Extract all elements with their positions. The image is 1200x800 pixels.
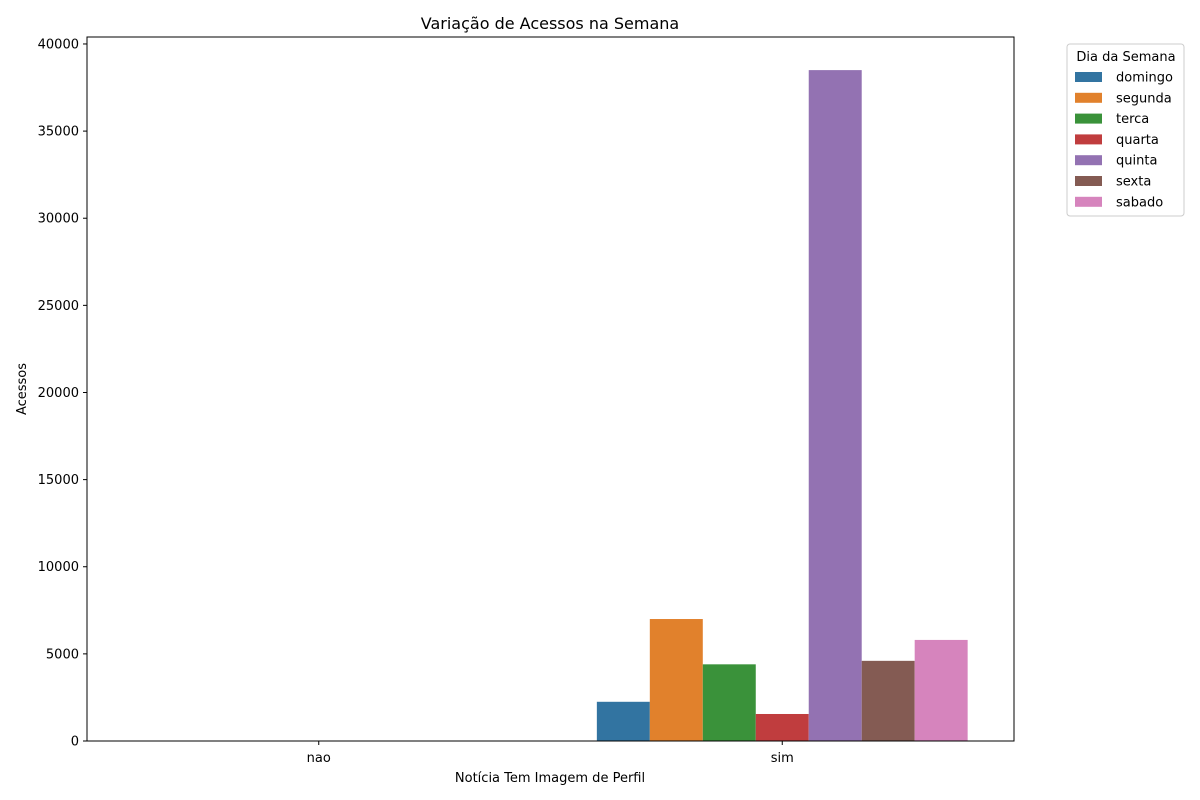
legend-swatch-quarta bbox=[1075, 134, 1102, 145]
legend-swatch-domingo bbox=[1075, 72, 1102, 82]
legend-swatch-sabado bbox=[1075, 196, 1102, 207]
x-axis-label: Notícia Tem Imagem de Perfil bbox=[455, 771, 645, 786]
y-axis-label: Acessos bbox=[15, 363, 30, 415]
bar-sim-quinta bbox=[808, 70, 862, 742]
y-tick-label: 0 bbox=[71, 735, 79, 750]
bar-sim-sexta bbox=[861, 660, 915, 741]
y-axis: 0 5000 10000 15000 20000 25000 30000 35000 40000 bbox=[38, 37, 87, 750]
legend: Dia da Semana domingo segunda terca quarta q… bbox=[1066, 43, 1185, 217]
legend-label-sabado: sabado bbox=[1116, 195, 1163, 210]
y-tick-label: 15000 bbox=[38, 473, 79, 488]
bar-sim-sabado bbox=[914, 639, 968, 741]
legend-label-terca: terca bbox=[1116, 112, 1149, 127]
y-tick-label: 10000 bbox=[38, 560, 79, 575]
bar-sim-terca bbox=[702, 664, 756, 741]
y-tick-label: 30000 bbox=[38, 212, 79, 227]
chart-title: Variação de Acessos na Semana bbox=[421, 14, 679, 33]
legend-label-domingo: domingo bbox=[1116, 71, 1173, 86]
legend-swatch-terca bbox=[1075, 113, 1102, 124]
bar-sim-segunda bbox=[649, 619, 703, 741]
y-tick-label: 25000 bbox=[38, 299, 79, 314]
x-tick-label-sim: sim bbox=[771, 751, 794, 766]
legend-title: Dia da Semana bbox=[1076, 50, 1175, 65]
x-axis: nao sim bbox=[307, 741, 794, 766]
legend-frame bbox=[1066, 43, 1185, 217]
plot-frame bbox=[86, 36, 1015, 742]
bar-sim-domingo bbox=[596, 701, 650, 741]
bars-group bbox=[596, 70, 968, 742]
legend-swatch-quinta bbox=[1075, 155, 1102, 166]
y-tick-label: 40000 bbox=[38, 37, 79, 52]
legend-label-sexta: sexta bbox=[1116, 175, 1151, 190]
legend-swatch-sexta bbox=[1075, 176, 1102, 186]
legend-label-segunda: segunda bbox=[1116, 91, 1172, 106]
legend-label-quarta: quarta bbox=[1116, 133, 1159, 148]
y-tick-label: 35000 bbox=[38, 125, 79, 140]
x-tick-label-nao: nao bbox=[307, 751, 331, 766]
y-tick-label: 20000 bbox=[38, 386, 79, 401]
y-tick-label: 5000 bbox=[46, 647, 79, 662]
bar-sim-quarta bbox=[755, 713, 809, 741]
legend-swatch-segunda bbox=[1075, 92, 1102, 103]
legend-label-quinta: quinta bbox=[1116, 154, 1157, 169]
